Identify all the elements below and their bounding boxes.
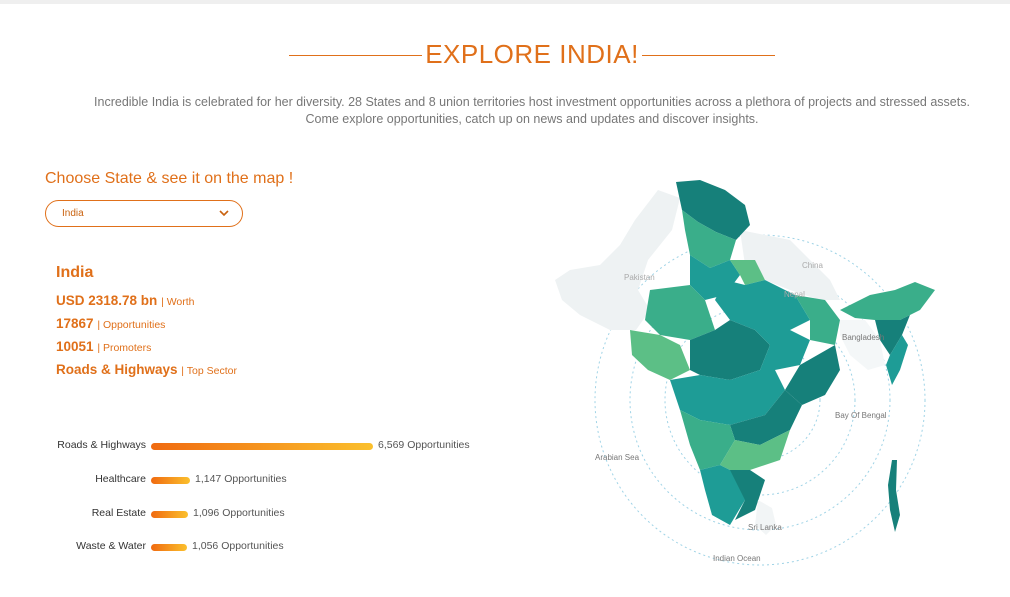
sector-bar-fill: [151, 511, 188, 518]
label-bay-of-bengal: Bay Of Bengal: [835, 411, 887, 420]
ocean-ring: [594, 234, 926, 566]
heading-rule-right: [642, 55, 775, 56]
sector-bar-track: [151, 544, 373, 551]
state-select[interactable]: India: [45, 200, 243, 227]
sector-bar-row[interactable]: Healthcare 1,147 Opportunities: [0, 471, 520, 487]
sector-count: 1,096 Opportunities: [193, 507, 285, 519]
promoters-value: 10051: [56, 339, 94, 354]
sector-bar-track: [151, 443, 373, 450]
summary-top-sector: Roads & Highways | Top Sector: [56, 359, 237, 382]
label-arabian-sea: Arabian Sea: [595, 453, 640, 462]
map-state[interactable]: [645, 285, 715, 340]
sector-bar-fill: [151, 443, 373, 450]
summary-promoters: 10051 | Promoters: [56, 336, 237, 359]
state-picker-prompt: Choose State & see it on the map !: [45, 170, 294, 187]
map-state[interactable]: [875, 315, 910, 355]
sector-count: 1,056 Opportunities: [192, 540, 284, 552]
map-state[interactable]: [840, 282, 935, 320]
sector-label: | Top Sector: [181, 365, 237, 377]
map-state[interactable]: [630, 330, 690, 380]
india-map[interactable]: Pakistan China Nepal Bangladesh Bay Of B…: [540, 170, 960, 580]
label-bangladesh: Bangladesh: [842, 333, 884, 342]
map-state[interactable]: [670, 370, 785, 425]
map-state[interactable]: [795, 295, 840, 345]
map-state[interactable]: [680, 410, 735, 470]
worth-value: USD 2318.78 bn: [56, 293, 158, 308]
section-heading: EXPLORE INDIA!: [0, 36, 1010, 76]
sector-count: 1,147 Opportunities: [195, 473, 287, 485]
map-state[interactable]: [720, 430, 790, 470]
top-bar: [0, 0, 1010, 4]
summary-opportunities: 17867 | Opportunities: [56, 313, 237, 336]
map-state[interactable]: [785, 345, 840, 405]
ocean-ring: [699, 339, 821, 461]
summary-worth: USD 2318.78 bn | Worth: [56, 290, 237, 313]
intro-line-2: Come explore opportunities, catch up on …: [305, 112, 759, 126]
label-sri-lanka: Sri Lanka: [748, 523, 782, 532]
map-state[interactable]: [682, 210, 736, 268]
map-state[interactable]: [730, 260, 765, 285]
sector-value: Roads & Highways: [56, 362, 178, 377]
intro-text: Incredible India is celebrated for her d…: [60, 94, 1004, 128]
india-map-svg: Pakistan China Nepal Bangladesh Bay Of B…: [555, 180, 935, 566]
intro-line-1: Incredible India is celebrated for her d…: [94, 95, 970, 109]
sector-bar-fill: [151, 477, 190, 484]
sector-bar-row[interactable]: Waste & Water 1,056 Opportunities: [0, 538, 520, 554]
neighbor-china-nepal: [740, 230, 840, 300]
state-summary: India USD 2318.78 bn | Worth 17867 | Opp…: [56, 264, 237, 382]
sri-lanka: [755, 500, 776, 535]
chevron-down-icon: [219, 210, 229, 217]
map-state[interactable]: [886, 335, 908, 385]
map-state[interactable]: [755, 330, 810, 370]
label-china: China: [802, 261, 823, 270]
sector-name: Waste & Water: [76, 540, 146, 552]
page-title: EXPLORE INDIA!: [425, 39, 639, 69]
sector-bar-track: [151, 511, 373, 518]
sector-name: Healthcare: [95, 473, 146, 485]
label-nepal: Nepal: [784, 290, 805, 299]
map-state[interactable]: [690, 320, 770, 380]
sector-bar-track: [151, 477, 373, 484]
map-state[interactable]: [730, 470, 765, 520]
state-select-value: India: [62, 208, 84, 219]
label-indian-ocean: Indian Ocean: [713, 554, 761, 563]
neighbor-pakistan: [555, 190, 680, 330]
sector-count: 6,569 Opportunities: [378, 439, 470, 451]
map-state[interactable]: [715, 280, 810, 330]
summary-title: India: [56, 264, 94, 281]
heading-rule-left: [289, 55, 422, 56]
sector-bar-fill: [151, 544, 187, 551]
promoters-label: | Promoters: [97, 342, 152, 354]
andaman-islands: [888, 460, 900, 532]
sector-name: Roads & Highways: [57, 439, 146, 451]
opportunities-label: | Opportunities: [97, 319, 166, 331]
label-pakistan: Pakistan: [624, 273, 655, 282]
opportunities-value: 17867: [56, 316, 94, 331]
map-state[interactable]: [676, 180, 750, 240]
ocean-ring: [629, 269, 891, 531]
sector-name: Real Estate: [91, 507, 146, 519]
worth-label: | Worth: [161, 296, 195, 308]
sector-bar-row[interactable]: Real Estate 1,096 Opportunities: [0, 505, 520, 521]
map-state[interactable]: [730, 390, 802, 445]
sector-bar-row[interactable]: Roads & Highways 6,569 Opportunities: [0, 437, 520, 453]
neighbor-bangladesh: [840, 320, 885, 370]
